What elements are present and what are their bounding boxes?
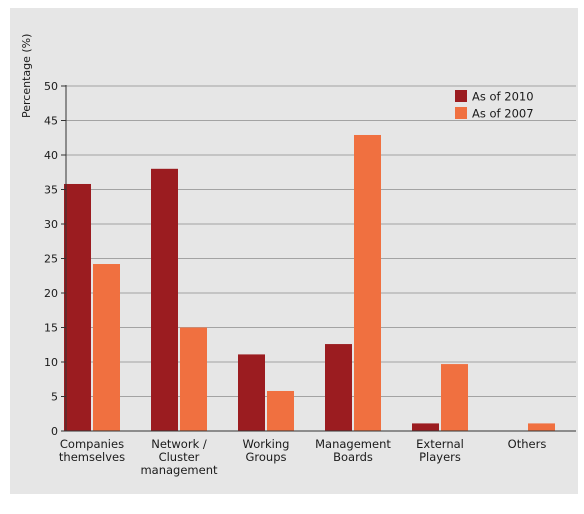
bar-series-1: [325, 344, 352, 431]
y-tick-label: 15: [44, 322, 58, 335]
x-category-label: Players: [419, 450, 461, 464]
legend: As of 2010 As of 2007: [455, 90, 534, 121]
bar-series-1: [238, 354, 265, 431]
y-tick-label: 25: [44, 253, 58, 266]
y-tick-label: 45: [44, 115, 58, 128]
bar-series-1: [64, 183, 91, 431]
x-category-label: Boards: [333, 450, 373, 464]
y-tick-label: 5: [51, 391, 58, 404]
bar-series-2: [93, 264, 120, 431]
x-category-label: management: [140, 463, 218, 477]
legend-swatch: [455, 90, 467, 102]
y-tick-label: 40: [44, 149, 58, 162]
bar-series-2: [354, 134, 381, 431]
bar-series-2: [267, 390, 294, 431]
x-category-label: Cluster: [159, 450, 200, 464]
bar-series-1: [151, 168, 178, 432]
legend-label: As of 2007: [472, 107, 534, 121]
y-tick-label: 50: [44, 80, 58, 93]
bars: [64, 134, 555, 432]
x-category-label: Network /: [151, 437, 207, 451]
legend-label: As of 2010: [472, 90, 534, 104]
x-category-label: Others: [508, 437, 547, 451]
legend-swatch: [455, 107, 467, 119]
x-category-label: External: [416, 437, 464, 451]
y-tick-label: 35: [44, 184, 58, 197]
y-axis-label: Percentage (%): [20, 34, 33, 118]
y-tick-label: 10: [44, 356, 58, 369]
y-tick-label: 0: [51, 425, 58, 438]
chart-panel: 0 5 10 15 20 25 30 35 40 45 50 Companies themselves N…: [10, 8, 578, 494]
bar-series-2: [441, 364, 468, 431]
x-category-label: Groups: [245, 450, 286, 464]
gridlines: [66, 85, 576, 397]
x-category-label: Companies: [60, 437, 124, 451]
bar-series-1: [412, 423, 439, 431]
x-category-label: Working: [243, 437, 290, 451]
y-tick-label: 30: [44, 218, 58, 231]
x-category-label: Management: [315, 437, 391, 451]
bar-series-2: [180, 327, 207, 431]
y-tick-label: 20: [44, 287, 58, 300]
bar-series-2: [528, 423, 555, 431]
x-category-label: themselves: [59, 450, 125, 464]
